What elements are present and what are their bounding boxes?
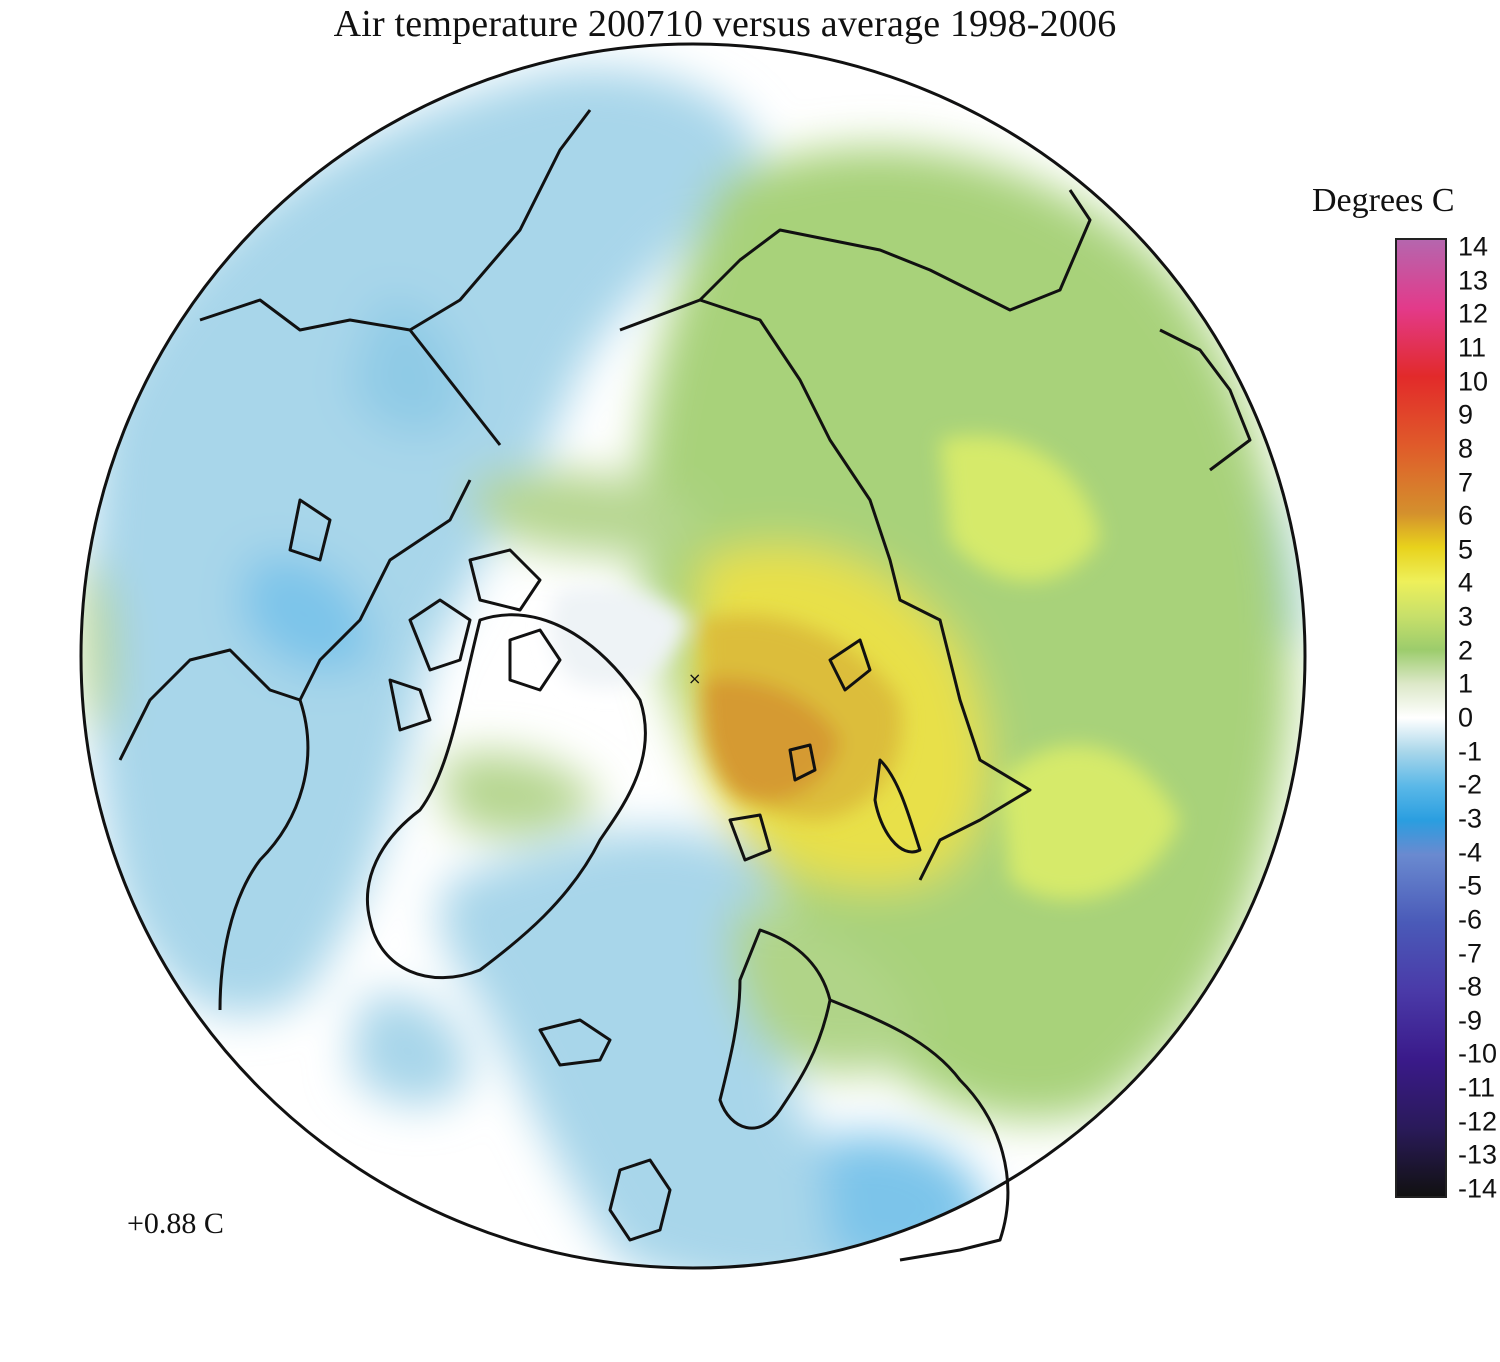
map-title: Air temperature 200710 versus average 19… xyxy=(333,3,1117,45)
colorbar-tick-label: -13 xyxy=(1458,1139,1498,1170)
coastlines xyxy=(118,109,1252,1262)
colorbar xyxy=(1395,238,1447,1198)
colorbar-tick-label: 9 xyxy=(1458,399,1474,430)
colorbar-tick-label: -2 xyxy=(1458,769,1483,800)
colorbar-tick-label: 7 xyxy=(1458,467,1474,497)
colorbar-tick-label: 6 xyxy=(1458,500,1474,531)
colorbar-tick-label: -4 xyxy=(1458,837,1483,868)
colorbar-tick-label: -1 xyxy=(1458,736,1483,767)
coastline-svalbard xyxy=(728,813,772,862)
coastline-uk xyxy=(608,1158,672,1242)
colorbar-tick-label: 12 xyxy=(1458,298,1489,329)
colorbar-ticks: 14 13 12 11 10 9 8 7 6 5 4 3 2 1 0 -1 -2 -3 -4 -5 -6 -7 -8 -9 -1… xyxy=(1458,233,1500,1202)
coastline-europe xyxy=(829,998,1010,1262)
coastline-canada-north xyxy=(118,479,472,761)
coastline-novaya-zemlya xyxy=(873,758,922,854)
colorbar-tick-label: 3 xyxy=(1458,601,1474,632)
colorbar-tick-label: -6 xyxy=(1458,904,1483,935)
legend-title: Degrees C xyxy=(1312,182,1455,219)
coastline-russia-east xyxy=(698,189,1092,312)
colorbar-tick-label: 14 xyxy=(1458,231,1489,262)
border-alaska-canada xyxy=(408,329,502,446)
colorbar-tick-label: -11 xyxy=(1458,1072,1496,1103)
colorbar-tick-label: -8 xyxy=(1458,971,1483,1002)
coastline-severnaya-zemlya xyxy=(788,743,817,782)
coastline-baffin xyxy=(288,498,332,562)
polar-map: × xyxy=(79,42,1307,1270)
colorbar-tick-label: 2 xyxy=(1458,635,1474,666)
colorbar-tick-label: 1 xyxy=(1458,668,1474,699)
mean-anomaly-label: +0.88 C xyxy=(127,1207,224,1240)
coastline-scandinavia xyxy=(718,928,832,1130)
colorbar-tick-label: -14 xyxy=(1458,1173,1498,1204)
colorbar-tick-label: -5 xyxy=(1458,870,1483,901)
colorbar-tick-label: 4 xyxy=(1458,567,1474,598)
globe-outline xyxy=(79,42,1307,1270)
coastline-taymyr xyxy=(828,638,872,692)
colorbar-tick-label: -12 xyxy=(1458,1106,1498,1137)
coastline-siberia xyxy=(619,298,1032,881)
colorbar-tick-label: 8 xyxy=(1458,433,1474,464)
colorbar-tick-label: 0 xyxy=(1458,702,1474,733)
colorbar-tick-label: -3 xyxy=(1458,803,1483,834)
coastline-greenland xyxy=(365,613,647,980)
colorbar-tick-label: 13 xyxy=(1458,265,1489,296)
colorbar-tick-label: 5 xyxy=(1458,534,1474,565)
colorbar-tick-label: 10 xyxy=(1458,366,1489,397)
coastline-iceland xyxy=(538,1018,612,1067)
colorbar-tick-label: -10 xyxy=(1458,1038,1498,1069)
coastline-canadian-archipelago xyxy=(388,548,562,732)
colorbar-tick-label: -7 xyxy=(1458,938,1483,968)
pole-marker: × xyxy=(688,669,701,688)
colorbar-tick-label: 11 xyxy=(1458,332,1487,363)
colorbar-tick-label: -9 xyxy=(1458,1005,1483,1036)
coastline-hudson-bay xyxy=(218,699,310,1011)
coastline-kamchatka xyxy=(1159,328,1252,472)
